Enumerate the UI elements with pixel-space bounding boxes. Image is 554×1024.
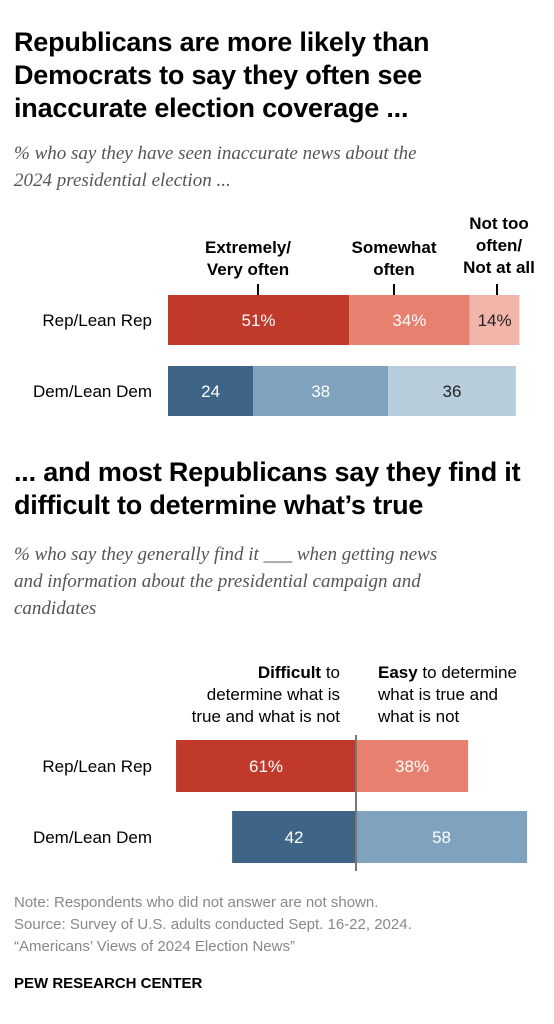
bar-segment (349, 295, 470, 345)
header-line: true and what is not (191, 707, 340, 726)
pew-logo: PEW RESEARCH CENTER (14, 975, 203, 992)
subtitle-line: candidates (14, 598, 97, 619)
title-line: ... and most Republicans say they find i… (14, 457, 521, 487)
header-tick (257, 284, 259, 302)
subtitle-line: % who say they generally find it ___ whe… (14, 544, 438, 565)
data-label: 61% (249, 757, 283, 776)
data-label: 24 (201, 382, 220, 401)
footer-report: “Americans’ Views of 2024 Election News” (14, 938, 295, 955)
data-label: 34% (392, 311, 426, 330)
data-label: 36 (443, 382, 462, 401)
header-line: Very often (206, 260, 290, 279)
header-line: what is true and (378, 685, 499, 704)
header-line: often (373, 260, 415, 279)
subtitle-line: 2024 presidential election ... (14, 170, 231, 191)
header-line: Somewhat (351, 238, 437, 257)
bar-difficult (232, 811, 356, 863)
category-label: Dem/Lean Dem (33, 382, 152, 401)
header-bold: Difficult (257, 663, 322, 682)
chart1-title: Republicans are more likely than Democra… (14, 26, 429, 125)
footer-note: Note: Respondents who did not answer are… (14, 894, 379, 911)
header-tick (496, 284, 498, 302)
data-label: 14% (478, 311, 512, 330)
header-rest: to determine (417, 663, 517, 682)
data-label: 38% (395, 757, 429, 776)
header-line: Extremely/ (205, 238, 291, 257)
title-line: difficult to determine what’s true (14, 490, 424, 520)
header-line: often/ (475, 236, 523, 255)
header-line: Not too (469, 214, 529, 233)
bar-segment (469, 295, 520, 345)
data-label: 51% (242, 311, 276, 330)
bar-easy (356, 740, 469, 792)
chart1-subtitle: % who say they have seen inaccurate news… (14, 140, 417, 194)
header-tick (393, 284, 395, 302)
bar-segment (168, 295, 350, 345)
header-line: Not at all (463, 258, 535, 277)
title-line: Republicans are more likely than (14, 27, 430, 57)
category-label: Rep/Lean Rep (42, 757, 152, 776)
subtitle-line: and information about the presidential c… (14, 571, 421, 592)
bar-segment (253, 366, 389, 416)
header-line: determine what is (206, 685, 340, 704)
header-bold: Easy (378, 663, 418, 682)
header-easy: Easy to determine what is true and what … (378, 662, 554, 728)
title-line: Democrats to say they often see (14, 60, 422, 90)
header-extremely-very-often: Extremely/ Very often (168, 237, 328, 281)
chart2-diverging-bars: Rep/Lean Rep 61% 38% Dem/Lean Dem 42 58 (33, 735, 528, 871)
bar-segment (168, 366, 254, 416)
header-not-too-often: Not too often/ Not at all (444, 213, 554, 279)
chart2-subtitle: % who say they generally find it ___ whe… (14, 541, 437, 622)
header-difficult: Difficult to determine what is true and … (150, 662, 340, 728)
data-label: 58 (432, 828, 451, 847)
title-line: inaccurate election coverage ... (14, 93, 409, 123)
footer-source: Source: Survey of U.S. adults conducted … (14, 916, 412, 933)
chart1-stacked-bars: Rep/Lean Rep 51% 34% 14% Dem/Lean Dem 24 38 36 (33, 295, 520, 416)
category-label: Rep/Lean Rep (42, 311, 152, 330)
header-somewhat-often: Somewhat often (335, 237, 453, 281)
chart2-title: ... and most Republicans say they find i… (14, 456, 521, 522)
category-label: Dem/Lean Dem (33, 828, 152, 847)
header-rest: to (321, 663, 340, 682)
data-label: 42 (285, 828, 304, 847)
subtitle-line: % who say they have seen inaccurate news… (14, 143, 417, 164)
header-line: what is not (378, 707, 460, 726)
bar-segment (388, 366, 516, 416)
bar-easy (356, 811, 528, 863)
bar-difficult (176, 740, 356, 792)
data-label: 38 (311, 382, 330, 401)
